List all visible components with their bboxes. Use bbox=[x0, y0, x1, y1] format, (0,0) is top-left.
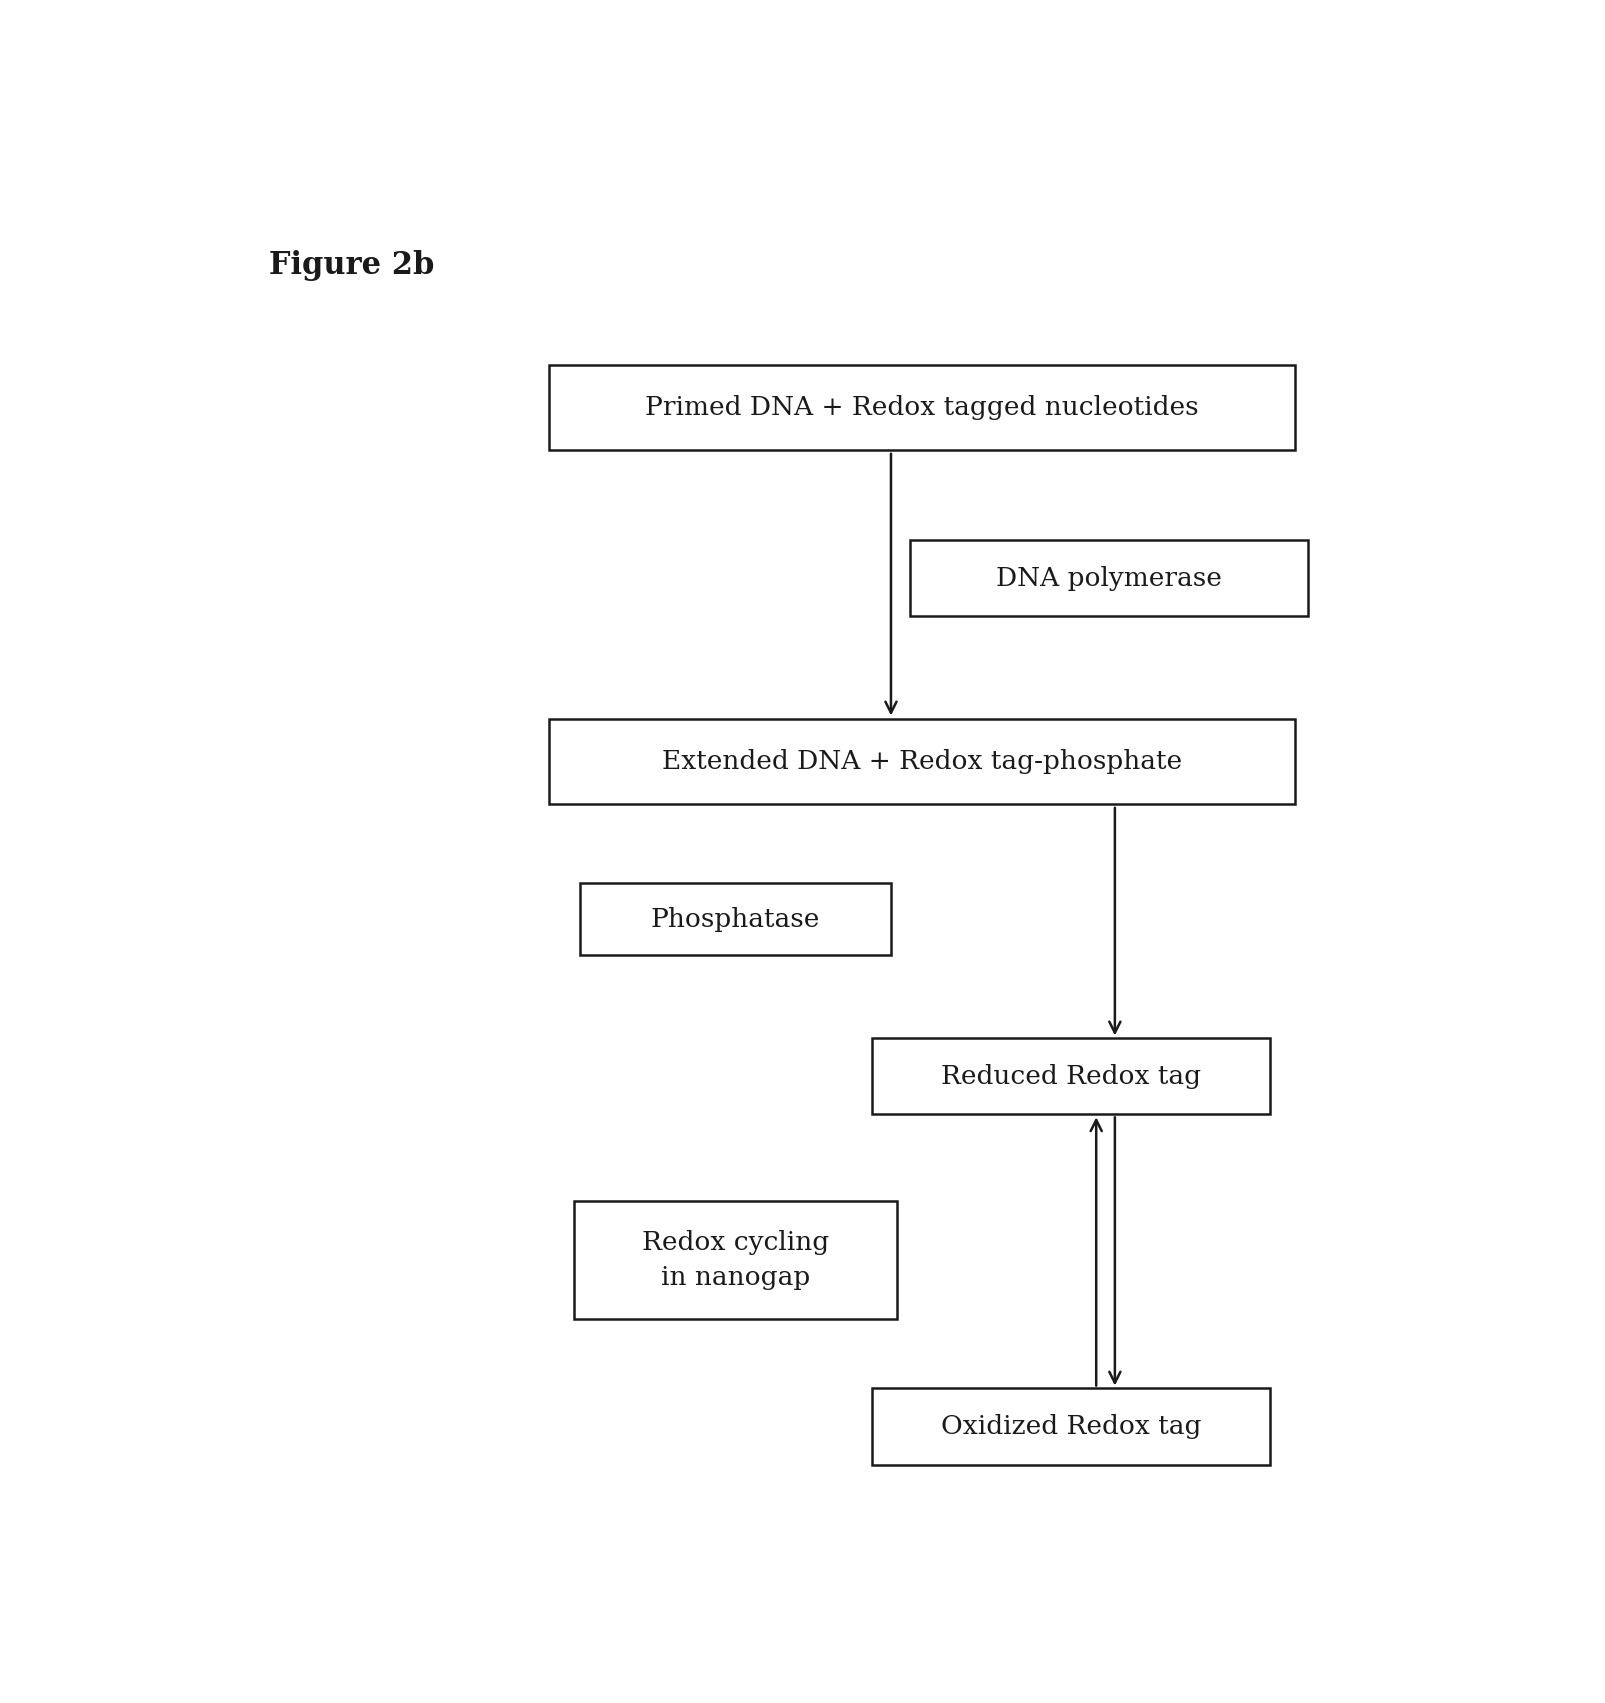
Text: Oxidized Redox tag: Oxidized Redox tag bbox=[941, 1413, 1202, 1439]
Bar bbox=[910, 540, 1308, 616]
Bar bbox=[873, 1388, 1271, 1465]
Bar bbox=[549, 719, 1295, 804]
Text: Extended DNA + Redox tag-phosphate: Extended DNA + Redox tag-phosphate bbox=[661, 749, 1183, 775]
Bar bbox=[575, 1201, 897, 1318]
Text: Phosphatase: Phosphatase bbox=[650, 906, 820, 932]
Text: Redox cycling
in nanogap: Redox cycling in nanogap bbox=[642, 1230, 830, 1289]
Text: Figure 2b: Figure 2b bbox=[270, 250, 435, 281]
Bar bbox=[579, 882, 891, 955]
Text: DNA polymerase: DNA polymerase bbox=[995, 565, 1221, 591]
Bar bbox=[873, 1039, 1271, 1114]
Text: Reduced Redox tag: Reduced Redox tag bbox=[941, 1064, 1202, 1088]
Bar bbox=[549, 364, 1295, 450]
Text: Primed DNA + Redox tagged nucleotides: Primed DNA + Redox tagged nucleotides bbox=[645, 395, 1199, 421]
